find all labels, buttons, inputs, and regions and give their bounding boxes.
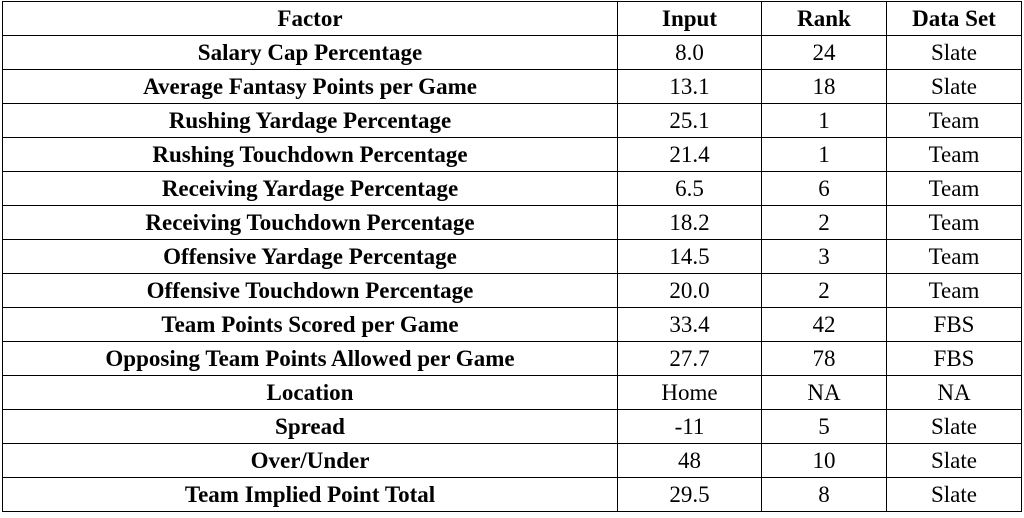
input-cell: 8.0: [617, 35, 762, 70]
rank-cell: 42: [761, 307, 887, 342]
factor-cell: Salary Cap Percentage: [2, 35, 618, 70]
input-cell: 25.1: [617, 103, 762, 138]
factor-cell: Receiving Yardage Percentage: [2, 171, 618, 206]
data-set-cell: Team: [886, 273, 1022, 308]
table-row: Salary Cap Percentage 8.0 24 Slate: [2, 35, 1022, 70]
table-row: Location Home NA NA: [2, 375, 1022, 410]
rank-cell: 1: [761, 103, 887, 138]
factor-cell: Rushing Touchdown Percentage: [2, 137, 618, 172]
factor-cell: Location: [2, 375, 618, 410]
table-row: Average Fantasy Points per Game 13.1 18 …: [2, 69, 1022, 104]
factor-cell: Spread: [2, 409, 618, 444]
input-cell: 27.7: [617, 341, 762, 376]
header-data-set: Data Set: [886, 1, 1022, 36]
factor-cell: Over/Under: [2, 443, 618, 478]
data-set-cell: Slate: [886, 35, 1022, 70]
table-row: Receiving Yardage Percentage 6.5 6 Team: [2, 171, 1022, 206]
data-set-cell: FBS: [886, 307, 1022, 342]
rank-cell: 6: [761, 171, 887, 206]
rank-cell: NA: [761, 375, 887, 410]
table-row: Spread -11 5 Slate: [2, 409, 1022, 444]
data-set-cell: Team: [886, 205, 1022, 240]
data-set-cell: Slate: [886, 477, 1022, 512]
data-set-cell: Team: [886, 137, 1022, 172]
data-set-cell: FBS: [886, 341, 1022, 376]
table-row: Rushing Touchdown Percentage 21.4 1 Team: [2, 137, 1022, 172]
input-cell: 48: [617, 443, 762, 478]
data-set-cell: Slate: [886, 443, 1022, 478]
header-factor: Factor: [2, 1, 618, 36]
factor-cell: Rushing Yardage Percentage: [2, 103, 618, 138]
factor-cell: Team Implied Point Total: [2, 477, 618, 512]
factor-cell: Offensive Touchdown Percentage: [2, 273, 618, 308]
table-row: Rushing Yardage Percentage 25.1 1 Team: [2, 103, 1022, 138]
input-cell: -11: [617, 409, 762, 444]
rank-cell: 2: [761, 273, 887, 308]
factor-cell: Average Fantasy Points per Game: [2, 69, 618, 104]
factor-cell: Opposing Team Points Allowed per Game: [2, 341, 618, 376]
data-set-cell: Team: [886, 239, 1022, 274]
table-row: Team Implied Point Total 29.5 8 Slate: [2, 477, 1022, 512]
rank-cell: 1: [761, 137, 887, 172]
data-set-cell: NA: [886, 375, 1022, 410]
header-rank: Rank: [761, 1, 887, 36]
table-row: Offensive Yardage Percentage 14.5 3 Team: [2, 239, 1022, 274]
table-row: Opposing Team Points Allowed per Game 27…: [2, 341, 1022, 376]
factor-cell: Team Points Scored per Game: [2, 307, 618, 342]
data-set-cell: Team: [886, 103, 1022, 138]
input-cell: 21.4: [617, 137, 762, 172]
input-cell: Home: [617, 375, 762, 410]
input-cell: 18.2: [617, 205, 762, 240]
input-cell: 6.5: [617, 171, 762, 206]
factor-cell: Offensive Yardage Percentage: [2, 239, 618, 274]
data-set-cell: Slate: [886, 69, 1022, 104]
rank-cell: 18: [761, 69, 887, 104]
header-input: Input: [617, 1, 762, 36]
input-cell: 29.5: [617, 477, 762, 512]
table-row: Over/Under 48 10 Slate: [2, 443, 1022, 478]
table-header-row: Factor Input Rank Data Set: [2, 1, 1022, 36]
table-row: Receiving Touchdown Percentage 18.2 2 Te…: [2, 205, 1022, 240]
data-set-cell: Team: [886, 171, 1022, 206]
rank-cell: 78: [761, 341, 887, 376]
table-row: Team Points Scored per Game 33.4 42 FBS: [2, 307, 1022, 342]
input-cell: 33.4: [617, 307, 762, 342]
rank-cell: 8: [761, 477, 887, 512]
data-set-cell: Slate: [886, 409, 1022, 444]
rank-cell: 3: [761, 239, 887, 274]
input-cell: 14.5: [617, 239, 762, 274]
input-cell: 20.0: [617, 273, 762, 308]
rank-cell: 5: [761, 409, 887, 444]
rank-cell: 2: [761, 205, 887, 240]
rank-cell: 24: [761, 35, 887, 70]
input-cell: 13.1: [617, 69, 762, 104]
factor-cell: Receiving Touchdown Percentage: [2, 205, 618, 240]
rank-cell: 10: [761, 443, 887, 478]
table-row: Offensive Touchdown Percentage 20.0 2 Te…: [2, 273, 1022, 308]
